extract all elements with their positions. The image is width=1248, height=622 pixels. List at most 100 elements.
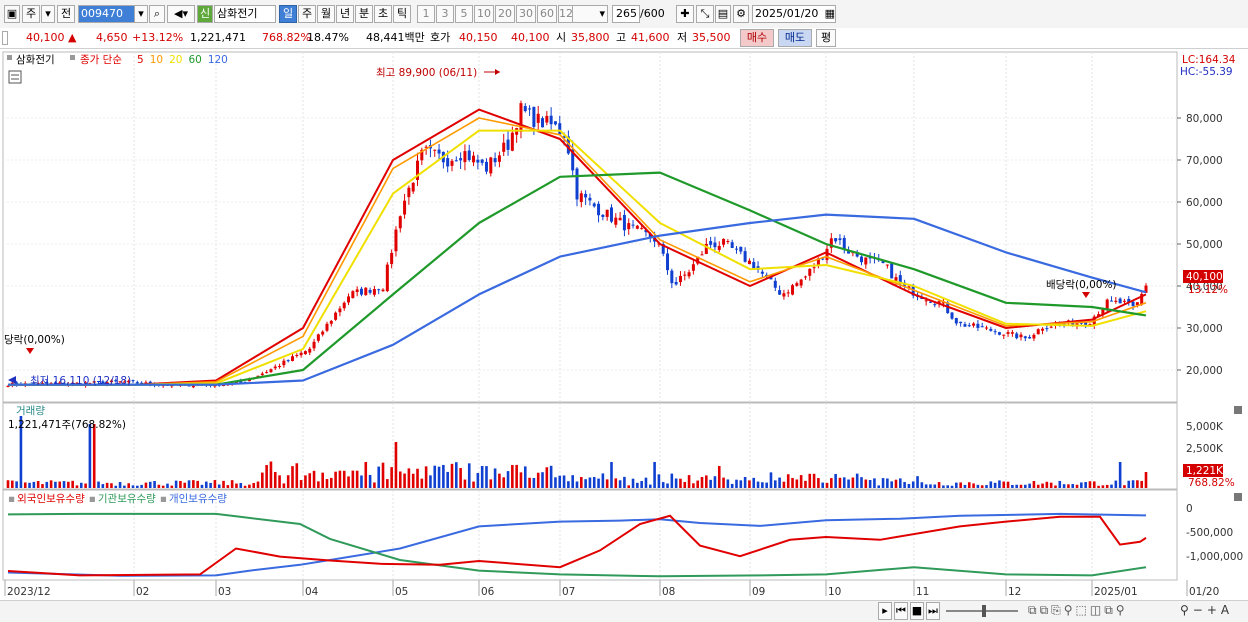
volume-ratio: 768.82% — [262, 31, 311, 44]
holdings-legend-1: 기관보유수량 — [98, 493, 156, 505]
legend-prefix: 종가 단순 — [80, 54, 122, 66]
empty-select[interactable]: ▾ — [572, 5, 608, 23]
bar-total: /600 — [640, 7, 665, 20]
calendar-icon[interactable]: ▦ — [824, 7, 835, 20]
interval-tab-0[interactable]: 일 — [279, 5, 297, 23]
interval-number-60[interactable]: 60 — [537, 5, 557, 23]
stock-chart[interactable]: 삼화전기 종가 단순 5 10 20 60 120 LC:164.34 HC:-55.3… — [0, 50, 1248, 600]
volume-bars — [6, 416, 1148, 488]
save-icon[interactable]: ▤ — [715, 5, 731, 23]
holdings-pane-close-icon[interactable] — [1234, 493, 1242, 501]
prev-button[interactable]: 전 — [57, 5, 75, 23]
period-select[interactable]: 주 — [22, 5, 40, 23]
holdings-legend: ▪ 외국인보유수량 ▪ 기관보유수량 ▪ 개인보유수량 — [8, 493, 227, 505]
drawing-tools-icons[interactable]: ⧉⧉⎘⚲⬚◫⧉⚲ — [1028, 603, 1128, 617]
settings-gear-icon[interactable]: ⚙ — [733, 5, 749, 23]
code-input[interactable]: 009470 — [78, 5, 136, 23]
bar-count-input[interactable]: 265 — [612, 5, 640, 23]
interval-tab-5[interactable]: 초 — [374, 5, 392, 23]
x-tick-label-7: 08 — [662, 586, 675, 598]
speaker-icon[interactable]: ◀▾ — [167, 5, 195, 23]
x-tick-label-5: 06 — [481, 586, 495, 598]
stock-name-field[interactable]: 삼화전기 — [214, 5, 276, 23]
x-tick-label-0: 2023/12 — [7, 586, 51, 598]
x-tick-label-12: 2025/01 — [1094, 586, 1138, 598]
interval-number-1[interactable]: 1 — [417, 5, 435, 23]
x-tick-label-10: 11 — [916, 586, 929, 598]
volume-tag — [1183, 464, 1223, 477]
up-triangle-icon: ▲ — [68, 31, 77, 44]
volume-pane — [2, 402, 1178, 490]
legend-bullet-icon — [70, 55, 75, 60]
holdings-lines — [7, 512, 1147, 578]
interval-tab-6[interactable]: 틱 — [393, 5, 411, 23]
eval-button[interactable]: 평 — [816, 29, 836, 47]
interval-number-10[interactable]: 10 — [474, 5, 494, 23]
low-price: 35,500 — [692, 31, 731, 44]
ma-legend: 5 10 20 60 120 — [137, 54, 228, 66]
price-tick-6: 20,000 — [1186, 365, 1223, 377]
institution-holdings-line — [7, 512, 1147, 578]
lc-value: LC:164.34 — [1182, 54, 1236, 66]
grid-toggle-icon[interactable] — [8, 70, 22, 84]
x-tick-label-3: 04 — [305, 586, 319, 598]
interval-tab-4[interactable]: 분 — [355, 5, 373, 23]
interval-number-20[interactable]: 20 — [495, 5, 515, 23]
div-right-arrow-icon — [1082, 292, 1090, 298]
ma-line-20 — [8, 129, 1147, 386]
ma-line-60 — [8, 171, 1147, 386]
ma-line-120 — [8, 213, 1147, 386]
search-icon[interactable]: ⌕ — [149, 5, 165, 23]
period-dropdown-icon[interactable]: ▾ — [41, 5, 55, 23]
volume-tag-text: 1,221K — [1186, 465, 1224, 477]
foreign-holdings-line — [7, 514, 1147, 577]
open-label: 시 — [556, 31, 567, 44]
scroll-next-icon[interactable]: ⏭ — [926, 602, 940, 620]
hc-value: HC:-55.39 — [1180, 66, 1233, 78]
price-tick-3: 50,000 — [1186, 239, 1223, 251]
ma-legend-60: 60 — [188, 54, 201, 66]
interval-number-5[interactable]: 5 — [455, 5, 473, 23]
scroll-prev-icon[interactable]: ⏮ — [894, 602, 908, 620]
x-tick-label-1: 02 — [136, 586, 149, 598]
interval-number-30[interactable]: 30 — [516, 5, 536, 23]
code-dropdown-icon[interactable]: ▾ — [134, 5, 148, 23]
stop-icon[interactable]: ■ — [910, 602, 924, 620]
interval-tab-2[interactable]: 월 — [317, 5, 335, 23]
ma-legend-20: 20 — [169, 54, 182, 66]
price-change-pct: +13.12% — [132, 31, 184, 44]
volume-pane-close-icon[interactable] — [1234, 406, 1242, 414]
date-input[interactable]: 2025/01/20 ▦ — [752, 5, 836, 23]
turnover-rate: 18.47% — [307, 31, 349, 44]
crosshair-icon[interactable]: ✚ — [676, 5, 694, 23]
trend-tool-icon[interactable]: ⤡ — [696, 5, 714, 23]
interval-number-3[interactable]: 3 — [436, 5, 454, 23]
holdings-legend-2: 개인보유수량 — [169, 493, 227, 505]
scroll-right-icon[interactable]: ▸ — [878, 602, 892, 620]
holdings-axis: 0 -500,000 -1,000,000 — [1186, 503, 1243, 563]
x-tick-label-6: 07 — [562, 586, 575, 598]
ask-price-1: 40,150 — [459, 31, 498, 44]
zoom-slider-handle[interactable] — [982, 605, 986, 617]
window-menu-icon[interactable]: ▣ — [4, 5, 20, 23]
low-label: 저 — [677, 31, 688, 44]
panel-toggle[interactable] — [2, 31, 8, 45]
price-tick-1: 70,000 — [1186, 155, 1223, 167]
ask-price-2: 40,100 — [511, 31, 550, 44]
x-tick-label-4: 05 — [395, 586, 408, 598]
volume-tag-pct: 768.82% — [1188, 477, 1235, 489]
sell-button[interactable]: 매도 — [778, 29, 812, 47]
zoom-controls-icons[interactable]: ⚲−+A — [1180, 603, 1234, 617]
interval-tab-3[interactable]: 년 — [336, 5, 354, 23]
ma-legend-10: 10 — [150, 54, 163, 66]
ma-legend-120: 120 — [208, 54, 228, 66]
low-arrow-icon — [8, 376, 16, 384]
price-change: 4,650 — [96, 31, 128, 44]
interval-tab-1[interactable]: 주 — [298, 5, 316, 23]
holdings-tick-1: -500,000 — [1186, 527, 1233, 539]
price-axis: 80,000 70,000 60,000 50,000 40,000 30,000 20,0… — [1177, 113, 1223, 377]
volume-tick-2500k: 2,500K — [1186, 443, 1224, 455]
buy-button[interactable]: 매수 — [740, 29, 774, 47]
price-pane — [2, 51, 1178, 403]
